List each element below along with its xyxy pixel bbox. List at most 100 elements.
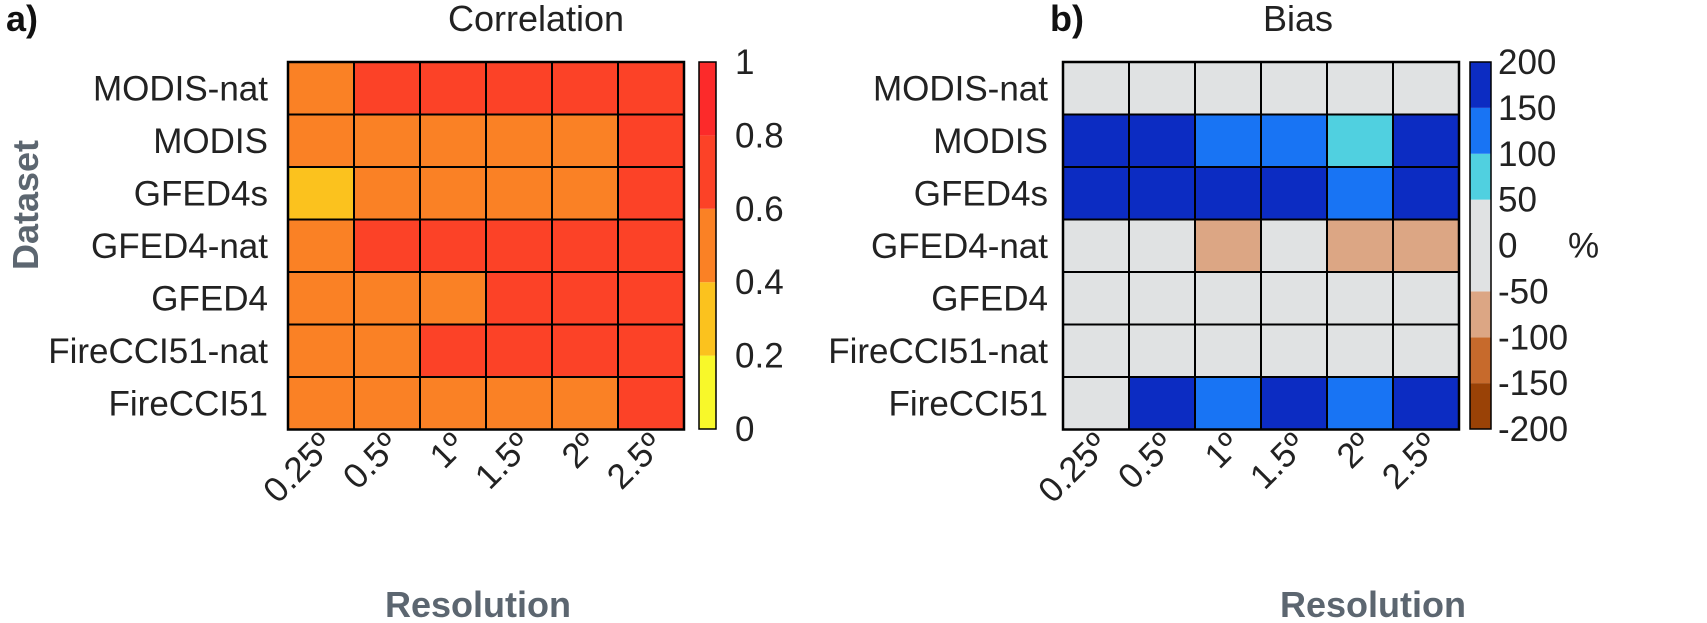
colorbar-segment: [1470, 383, 1491, 429]
y-tick-label-firecci51: FireCCI51: [109, 384, 268, 423]
heatmap-cell-gfed4s-0-25deg: [287, 166, 355, 221]
heatmap-cell-firecci51-2deg: [551, 376, 619, 431]
heatmap-cell-gfed4-nat-0-25deg: [287, 218, 355, 273]
heatmap-cell-gfed4-2deg: [1326, 271, 1394, 326]
colorbar-tick-label-0: 0: [1498, 227, 1517, 266]
x-tick-label-2-5deg: 2.5º: [600, 425, 671, 496]
heatmap-cell-modis-1deg: [419, 113, 487, 168]
bias-y-tick-labels: MODIS-nat MODIS GFED4s GFED4-nat GFED4 FireCC…: [828, 69, 1048, 423]
bias-cells: [1061, 60, 1461, 431]
colorbar-segment: [699, 62, 716, 136]
x-tick-label-0-25deg: 0.25º: [256, 425, 341, 510]
colorbar-unit-label: %: [1568, 227, 1599, 266]
heatmap-cell-gfed4-1deg: [1194, 271, 1262, 326]
heatmap-cell-gfed4-nat-1deg: [419, 218, 487, 273]
heatmap-cell-firecci51-nat-0-25deg: [1062, 323, 1130, 378]
heatmap-cell-firecci51-nat-2-5deg: [617, 323, 685, 378]
correlation-colorbar: 0 0.2 0.4 0.6 0.8 1: [698, 43, 784, 449]
panel-b-label: b): [1050, 0, 1084, 39]
x-tick-label-1-5deg: 1.5º: [468, 425, 539, 496]
heatmap-cell-gfed4s-1-5deg: [485, 166, 553, 221]
colorbar-tick-label-200: -200: [1498, 410, 1568, 449]
colorbar-tick-label-50: 50: [1498, 181, 1537, 220]
heatmap-cell-gfed4-nat-2deg: [551, 218, 619, 273]
y-tick-label-gfed4s: GFED4s: [134, 174, 268, 213]
y-tick-label-modis: MODIS: [153, 122, 268, 161]
heatmap-cell-gfed4s-1-5deg: [1260, 166, 1328, 221]
y-tick-label-gfed4: GFED4: [151, 279, 268, 318]
colorbar-segment: [699, 208, 716, 283]
correlation-x-axis-label: Resolution: [385, 584, 571, 623]
bias-panel: b) Bias Resolution MODIS-nat MODIS GFED4s G…: [828, 0, 1599, 623]
heatmap-cell-gfed4-0-5deg: [353, 271, 421, 326]
x-tick-label-2deg: 2º: [1329, 425, 1380, 476]
x-tick-label-0-25deg: 0.25º: [1031, 425, 1116, 510]
heatmap-cell-firecci51-nat-0-5deg: [1128, 323, 1196, 378]
heatmap-cell-gfed4-0-25deg: [1062, 271, 1130, 326]
colorbar-frame: [698, 61, 717, 430]
heatmap-cell-firecci51-nat-2deg: [551, 323, 619, 378]
x-tick-label-0-5deg: 0.5º: [1111, 425, 1182, 496]
heatmap-cell-modis-nat-2-5deg: [1392, 61, 1460, 116]
heatmap-cell-modis-0-25deg: [1062, 113, 1130, 168]
heatmap-cell-modis-nat-0-5deg: [1128, 61, 1196, 116]
heatmap-cell-gfed4-nat-0-5deg: [1128, 218, 1196, 273]
heatmap-cell-modis-1-5deg: [1260, 113, 1328, 168]
colorbar-tick-label-150: 150: [1498, 89, 1556, 128]
heatmap-cell-gfed4s-0-5deg: [1128, 166, 1196, 221]
heatmap-cell-gfed4s-1deg: [419, 166, 487, 221]
heatmap-cell-modis-nat-1deg: [419, 61, 487, 116]
heatmap-cell-modis-nat-2deg: [551, 61, 619, 116]
x-tick-label-0-5deg: 0.5º: [336, 425, 407, 496]
heatmap-cell-modis-0-5deg: [1128, 113, 1196, 168]
x-tick-label-2-5deg: 2.5º: [1375, 425, 1446, 496]
heatmap-cell-firecci51-0-25deg: [287, 376, 355, 431]
colorbar-segment: [1470, 62, 1491, 108]
heatmap-cell-gfed4s-2deg: [1326, 166, 1394, 221]
heatmap-frame: [286, 60, 686, 431]
y-tick-label-modis: MODIS: [933, 122, 1048, 161]
heatmap-cell-firecci51-1deg: [419, 376, 487, 431]
x-tick-label-2deg: 2º: [554, 425, 605, 476]
y-tick-label-gfed4: GFED4: [931, 279, 1048, 318]
colorbar-tick-label-150: -150: [1498, 364, 1568, 403]
heatmap-cell-modis-nat-0-25deg: [1062, 61, 1130, 116]
x-tick-label-1-5deg: 1.5º: [1243, 425, 1314, 496]
heatmap-cell-firecci51-2deg: [1326, 376, 1394, 431]
heatmap-cell-modis-2-5deg: [617, 113, 685, 168]
heatmap-cell-gfed4-2-5deg: [1392, 271, 1460, 326]
colorbar-segment: [1470, 245, 1491, 292]
colorbar-segment: [1470, 153, 1491, 200]
heatmap-cell-gfed4-nat-1-5deg: [485, 218, 553, 273]
heatmap-cell-firecci51-nat-2deg: [1326, 323, 1394, 378]
heatmap-cell-gfed4-1-5deg: [1260, 271, 1328, 326]
colorbar-segment: [1470, 107, 1491, 154]
x-tick-label-1deg: 1º: [422, 425, 473, 476]
colorbar-tick-label-100: -100: [1498, 318, 1568, 357]
y-tick-label-modis-nat: MODIS-nat: [873, 69, 1048, 108]
heatmap-cell-firecci51-nat-1deg: [419, 323, 487, 378]
colorbar-tick-label-0: 0: [735, 410, 754, 449]
heatmap-cell-modis-nat-1deg: [1194, 61, 1262, 116]
heatmap-cell-firecci51-0-25deg: [1062, 376, 1130, 431]
heatmap-cell-gfed4-0-25deg: [287, 271, 355, 326]
y-tick-label-firecci51: FireCCI51: [889, 384, 1048, 423]
heatmap-cell-modis-nat-0-5deg: [353, 61, 421, 116]
bias-title: Bias: [1263, 0, 1333, 39]
heatmap-cell-gfed4-1-5deg: [485, 271, 553, 326]
heatmap-cell-gfed4s-2-5deg: [617, 166, 685, 221]
correlation-panel: a) Correlation Dataset Resolution MODIS-…: [5, 0, 784, 623]
x-tick-label-1deg: 1º: [1197, 425, 1248, 476]
heatmap-cell-modis-2deg: [551, 113, 619, 168]
bias-x-axis-label: Resolution: [1280, 584, 1466, 623]
y-tick-label-gfed4-nat: GFED4-nat: [91, 227, 268, 266]
heatmap-cell-gfed4-1deg: [419, 271, 487, 326]
colorbar-segment: [699, 135, 716, 209]
heatmap-cell-firecci51-nat-1-5deg: [1260, 323, 1328, 378]
colorbar-segment: [1470, 199, 1491, 246]
colorbar-frame: [1469, 61, 1492, 430]
colorbar-tick-label-1: 1: [735, 43, 754, 82]
colorbar-segment: [699, 282, 716, 356]
heatmap-cell-modis-1deg: [1194, 113, 1262, 168]
